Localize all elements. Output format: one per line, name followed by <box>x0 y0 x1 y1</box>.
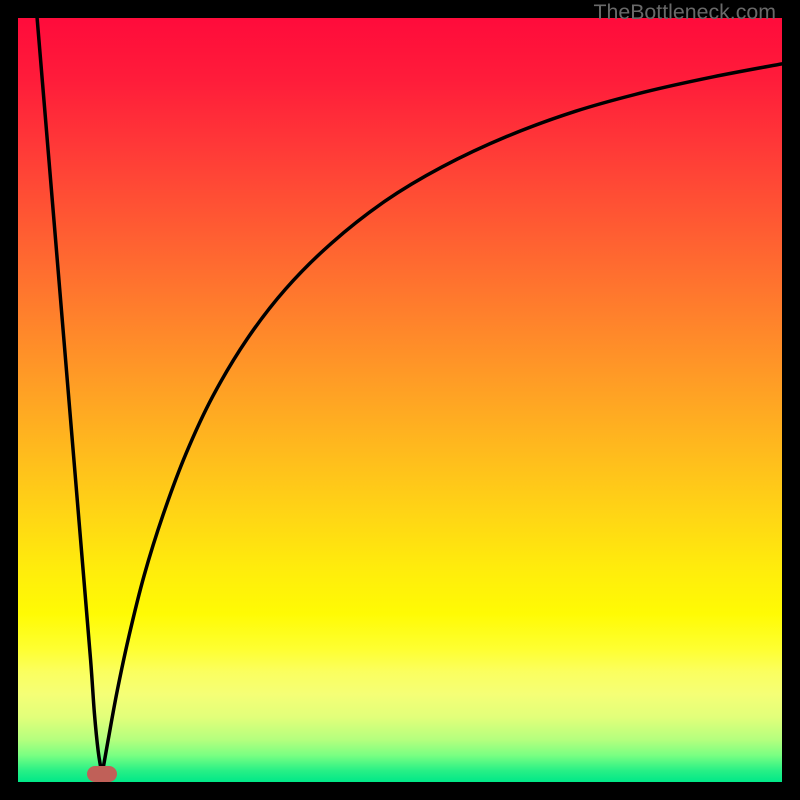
curve-layer <box>18 18 782 782</box>
watermark-text: TheBottleneck.com <box>593 0 776 25</box>
curve-left-segment <box>37 18 102 774</box>
plot-area <box>18 18 782 782</box>
curve-right-segment <box>102 64 782 775</box>
chart-container: TheBottleneck.com <box>0 0 800 800</box>
minimum-marker <box>87 766 117 782</box>
